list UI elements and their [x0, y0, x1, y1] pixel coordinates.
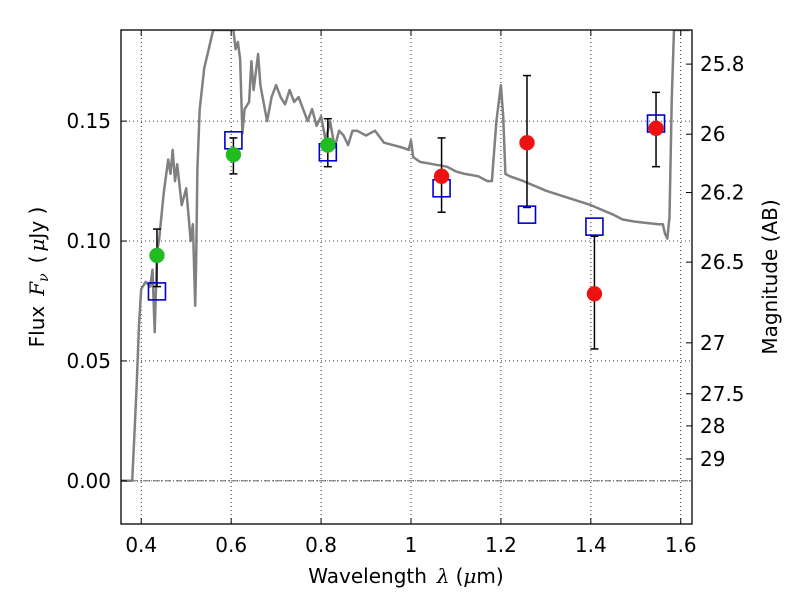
error-bars — [152, 74, 661, 350]
observed-flux-point — [586, 286, 603, 302]
sed-model-curve — [121, 30, 690, 483]
y-tick-label: 0.05 — [66, 349, 111, 373]
observed-flux-point — [225, 146, 242, 163]
axis-ticks — [121, 30, 692, 524]
x-axis-title: Wavelength λ (μm) — [308, 564, 503, 588]
y-tick-label: 0.15 — [66, 109, 111, 133]
model-flux-square — [517, 205, 537, 224]
magnitude-tick-label: 26.5 — [700, 250, 745, 274]
x-tick-label: 0.8 — [305, 533, 337, 557]
x-tick-label: 1.6 — [665, 533, 697, 557]
observed-flux-point — [648, 120, 664, 137]
x-tick-labels: 0.4 0.6 0.8 1 1.2 1.4 1.6 — [125, 533, 696, 557]
magnitude-tick-label: 25.8 — [700, 52, 745, 76]
x-tick-label: 0.4 — [125, 533, 157, 557]
magnitude-tick-label: 29 — [700, 447, 725, 471]
observed-flux-point — [149, 247, 165, 264]
x-tick-label: 1.4 — [575, 533, 607, 557]
observed-flux-point — [320, 137, 336, 153]
observed-photometry-markers — [149, 120, 664, 302]
model-flux-square — [585, 217, 604, 236]
magnitude-tick-label: 26 — [700, 122, 725, 146]
y-tick-labels: 0.00 0.05 0.10 0.15 — [66, 109, 111, 493]
model-photometry-markers — [147, 114, 666, 301]
x-tick-label: 1.2 — [485, 533, 517, 557]
observed-flux-point — [433, 168, 450, 185]
plot-frame — [120, 29, 693, 525]
magnitude-tick-label: 27.5 — [700, 382, 745, 406]
grid-lines — [121, 30, 692, 524]
x-tick-label: 1 — [405, 533, 418, 557]
y-tick-label: 0.10 — [66, 229, 111, 253]
observed-flux-point — [519, 134, 535, 151]
magnitude-axis-title: Magnitude (AB) — [758, 199, 782, 354]
y-axis-title: FluxFν(μJy ) — [25, 207, 52, 348]
magnitude-tick-label: 28 — [700, 414, 725, 438]
model-flux-square — [147, 282, 167, 301]
x-tick-label: 0.6 — [215, 533, 247, 557]
magnitude-tick-labels: 25.8 26 26.2 26.5 27 27.5 28 29 — [700, 52, 745, 471]
magnitude-tick-label: 26.2 — [700, 181, 745, 205]
y-tick-label: 0.00 — [66, 469, 111, 493]
magnitude-tick-label: 27 — [700, 331, 725, 355]
